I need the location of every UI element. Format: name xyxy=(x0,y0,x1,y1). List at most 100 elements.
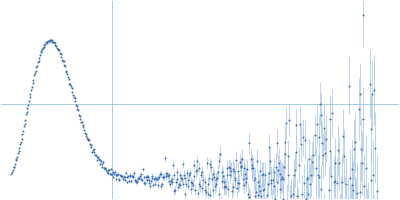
Point xyxy=(252,176,258,180)
Point xyxy=(121,175,128,178)
Point xyxy=(310,154,316,157)
Point xyxy=(212,185,218,188)
Point xyxy=(38,49,45,52)
Point xyxy=(70,94,76,97)
Point xyxy=(298,142,304,145)
Point xyxy=(350,189,356,192)
Point xyxy=(74,104,80,108)
Point xyxy=(55,48,62,51)
Point xyxy=(284,155,291,158)
Point xyxy=(162,157,168,160)
Point xyxy=(132,178,138,181)
Point xyxy=(38,51,44,54)
Point xyxy=(156,175,162,178)
Point xyxy=(328,175,334,178)
Point xyxy=(370,173,376,177)
Point xyxy=(102,167,108,170)
Point xyxy=(308,174,314,177)
Point xyxy=(8,172,14,175)
Point xyxy=(117,174,123,177)
Point xyxy=(10,166,17,169)
Point xyxy=(294,195,300,198)
Point xyxy=(120,177,126,181)
Point xyxy=(303,197,309,200)
Point xyxy=(14,155,20,158)
Point xyxy=(245,192,251,195)
Point xyxy=(18,141,24,144)
Point xyxy=(275,168,281,171)
Point xyxy=(261,188,267,191)
Point xyxy=(149,177,156,180)
Point xyxy=(265,171,272,174)
Point xyxy=(214,177,220,180)
Point xyxy=(103,168,109,171)
Point xyxy=(17,142,23,145)
Point xyxy=(44,41,50,44)
Point xyxy=(124,175,130,178)
Point xyxy=(369,93,375,96)
Point xyxy=(349,183,356,187)
Point xyxy=(148,174,155,177)
Point xyxy=(185,179,192,182)
Point xyxy=(187,171,193,174)
Point xyxy=(96,157,102,161)
Point xyxy=(27,93,34,96)
Point xyxy=(114,173,120,177)
Point xyxy=(64,73,70,76)
Point xyxy=(10,168,16,172)
Point xyxy=(168,181,175,184)
Point xyxy=(32,70,39,73)
Point xyxy=(368,128,374,131)
Point xyxy=(181,173,187,176)
Point xyxy=(361,185,367,188)
Point xyxy=(173,181,179,184)
Point xyxy=(93,155,100,159)
Point xyxy=(280,177,286,180)
Point xyxy=(230,167,236,170)
Point xyxy=(57,52,64,56)
Point xyxy=(105,171,112,174)
Point xyxy=(223,186,229,189)
Point xyxy=(34,60,41,63)
Point xyxy=(194,169,200,172)
Point xyxy=(137,175,143,178)
Point xyxy=(179,178,185,181)
Point xyxy=(89,150,95,153)
Point xyxy=(88,146,95,149)
Point xyxy=(265,182,271,186)
Point xyxy=(334,182,340,185)
Point xyxy=(43,40,50,43)
Point xyxy=(164,172,170,176)
Point xyxy=(46,39,53,43)
Point xyxy=(183,183,190,186)
Point xyxy=(279,197,286,200)
Point xyxy=(82,132,89,135)
Point xyxy=(363,167,370,170)
Point xyxy=(133,180,140,184)
Point xyxy=(165,180,172,183)
Point xyxy=(171,174,178,177)
Point xyxy=(112,177,119,180)
Point xyxy=(196,182,202,185)
Point xyxy=(178,176,184,180)
Point xyxy=(240,178,246,181)
Point xyxy=(202,188,208,191)
Point xyxy=(234,170,241,173)
Point xyxy=(228,190,235,193)
Point xyxy=(138,178,144,181)
Point xyxy=(26,95,33,99)
Point xyxy=(78,121,84,124)
Point xyxy=(101,167,107,170)
Point xyxy=(88,144,94,147)
Point xyxy=(22,119,28,122)
Point xyxy=(257,189,264,192)
Point xyxy=(226,174,233,177)
Point xyxy=(46,39,52,43)
Point xyxy=(49,41,56,44)
Point xyxy=(18,137,25,140)
Point xyxy=(72,100,78,103)
Point xyxy=(199,187,206,190)
Point xyxy=(148,180,154,183)
Point xyxy=(197,184,203,188)
Point xyxy=(335,149,342,152)
